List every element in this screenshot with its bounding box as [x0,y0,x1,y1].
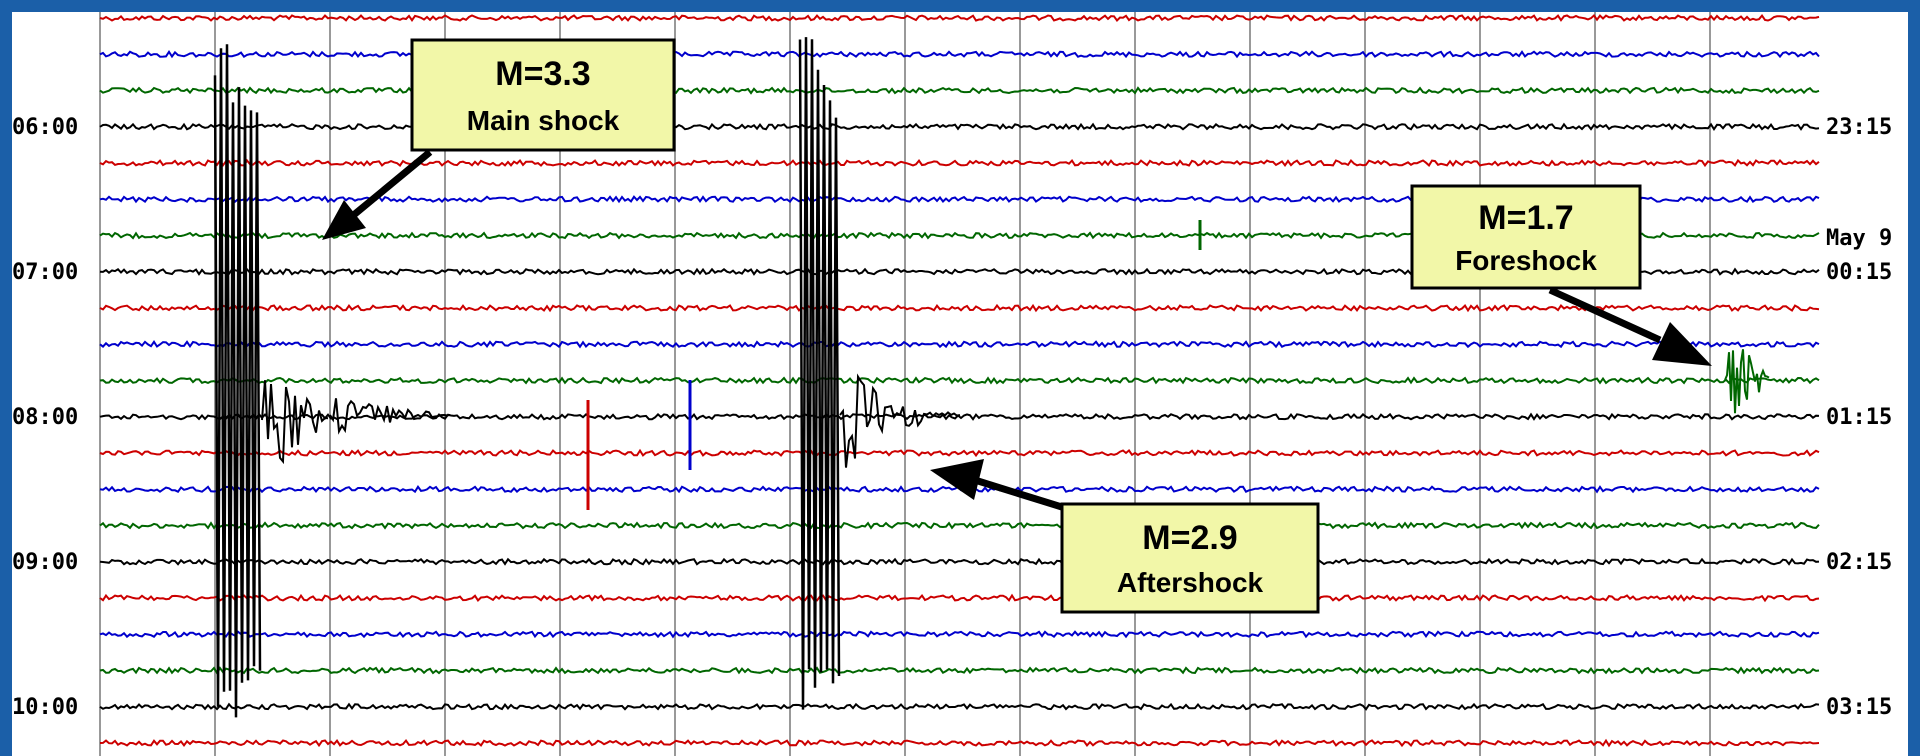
seismic-trace [100,741,1819,746]
left-time-label-0700: 07:00 [12,260,78,285]
seismic-trace [100,378,1819,383]
main-shock-magnitude: M=3.3 [495,55,590,93]
seismic-traces [100,16,1819,746]
aftershock-name: Aftershock [1117,567,1264,598]
seismic-trace [100,596,1819,601]
seismic-trace [100,559,1819,564]
seismic-trace [100,704,1819,709]
seismic-trace [100,451,1819,456]
time-gridlines [100,12,1710,756]
right-time-label-0115: 01:15 [1826,405,1892,430]
seismic-trace [100,306,1819,311]
seismic-trace [100,124,1819,129]
aftershock-arrow [930,459,1065,508]
right-time-label-0315: 03:15 [1826,695,1892,720]
main-shock-name: Main shock [467,105,620,136]
left-time-label-0600: 06:00 [12,115,78,140]
seismic-trace [100,523,1819,528]
seismic-trace [100,342,1819,347]
left-time-label-0800: 08:00 [12,405,78,430]
left-time-label-1000: 10:00 [12,695,78,720]
seismic-trace [100,161,1819,166]
seismic-trace [100,16,1819,21]
seismic-trace [100,88,1819,93]
foreshock-arrow [1550,290,1712,366]
right-time-label-0215: 02:15 [1826,550,1892,575]
right-date-label: May 9 [1826,226,1892,251]
aftershock-waveform [800,37,839,710]
seismic-trace [100,668,1819,673]
main-shock-coda [330,398,450,431]
aftershock-callout: M=2.9 Aftershock [1062,504,1318,612]
seismic-trace [100,52,1819,57]
right-time-label-0015: 00:15 [1826,260,1892,285]
main-shock-waveform [215,44,260,717]
foreshock-name: Foreshock [1455,245,1597,276]
foreshock-magnitude: M=1.7 [1478,199,1573,237]
seismic-trace [100,632,1819,637]
aftershock-magnitude: M=2.9 [1142,519,1237,557]
main-shock-coda [262,380,328,461]
foreshock-waveform [1725,349,1769,413]
left-time-label-0900: 09:00 [12,550,78,575]
right-time-label-2315: 23:15 [1826,115,1892,140]
foreshock-callout: M=1.7 Foreshock [1412,186,1640,288]
main-shock-callout: M=3.3 Main shock [412,40,674,150]
